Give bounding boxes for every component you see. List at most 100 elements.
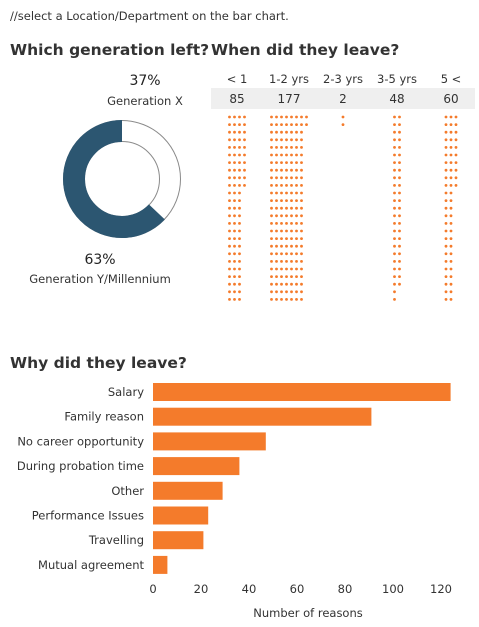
tenure-dot [398, 214, 401, 218]
tenure-dot [449, 244, 453, 248]
tenure-dot [449, 290, 453, 294]
tenure-dot [233, 153, 236, 157]
tenure-count-1-2: 177 [277, 92, 301, 106]
x-tick-label: 120 [430, 582, 452, 596]
tenure-dot [300, 146, 303, 149]
tenure-dot-plot[interactable] [211, 112, 475, 312]
tenure-dot [233, 161, 236, 164]
reasons-bar-chart[interactable]: Salary Family reason No career opportunity… [0, 378, 479, 627]
donut-slice-gen-y[interactable] [63, 120, 181, 238]
tenure-dot [243, 161, 246, 164]
tenure-dot [233, 290, 236, 294]
tenure-dot [449, 146, 453, 149]
tenure-dot [444, 184, 448, 187]
tenure-dot [275, 184, 278, 187]
tenure-dot [300, 267, 303, 271]
tenure-dot [393, 191, 396, 195]
tenure-dot [285, 146, 288, 149]
tenure-dot [270, 267, 273, 271]
tenure-dot [285, 275, 288, 278]
reason-bar[interactable] [153, 432, 266, 451]
tenure-dot [444, 138, 448, 142]
tenure-dot [449, 214, 453, 218]
tenure-dot [295, 138, 298, 142]
reason-bar[interactable] [153, 407, 372, 426]
generation-title: Which generation left? [10, 41, 210, 59]
tenure-dot [228, 267, 231, 271]
tenure-dot [285, 138, 288, 142]
tenure-dot [290, 252, 293, 256]
tenure-dot [398, 153, 401, 157]
category-label: During probation time [17, 459, 144, 473]
tenure-dot [300, 161, 303, 164]
tenure-dot [238, 244, 241, 248]
tenure-dot [280, 191, 283, 195]
tenure-dot [393, 130, 396, 134]
tenure-dot [228, 298, 231, 301]
tenure-dot [444, 244, 448, 248]
tenure-dot [398, 282, 401, 286]
tenure-dot [233, 176, 236, 180]
tenure-dot [238, 260, 241, 263]
tenure-dot [295, 161, 298, 164]
tenure-dot [454, 168, 458, 172]
tenure-dot [300, 130, 303, 134]
tenure-dot [270, 206, 273, 210]
tenure-dot [285, 184, 288, 187]
tenure-dot [290, 260, 293, 263]
tenure-dot [300, 176, 303, 180]
tenure-dot [393, 222, 396, 225]
tenure-dot [238, 191, 241, 195]
tenure-dot [444, 275, 448, 278]
tenure-dot [305, 123, 308, 126]
tenure-dot [449, 252, 453, 256]
tenure-dot [290, 222, 293, 225]
tenure-dot [280, 214, 283, 218]
tenure-dot [275, 191, 278, 195]
reason-bar[interactable] [153, 531, 204, 550]
tenure-dot [228, 123, 231, 126]
category-label: Other [111, 484, 144, 498]
tenure-dot [449, 191, 453, 195]
reason-bar[interactable] [153, 555, 168, 574]
tenure-dot [300, 290, 303, 294]
tenure-dot [243, 115, 246, 119]
tenure-dot [233, 191, 236, 195]
gen-y-label: Generation Y/Millennium [29, 272, 171, 286]
tenure-dot [243, 146, 246, 149]
reason-bar[interactable] [153, 457, 240, 476]
reason-bar[interactable] [153, 506, 209, 525]
tenure-dot [238, 252, 241, 256]
reason-bar[interactable] [153, 481, 223, 500]
tenure-dot [449, 161, 453, 164]
tenure-dot [285, 161, 288, 164]
generation-donut[interactable] [55, 112, 189, 246]
x-tick-label: 100 [382, 582, 404, 596]
tenure-dot [275, 275, 278, 278]
tenure-count-5plus: 60 [443, 92, 459, 106]
tenure-dot [295, 214, 298, 218]
x-tick-label: 60 [290, 582, 305, 596]
tenure-dot [393, 146, 396, 149]
tenure-dot [280, 115, 283, 119]
tenure-dot [393, 123, 396, 126]
tenure-dot [275, 298, 278, 301]
tenure-dot [300, 282, 303, 286]
tenure-dot [285, 252, 288, 256]
tenure-dot [280, 206, 283, 210]
tenure-dot [280, 275, 283, 278]
tenure-dot [243, 176, 246, 180]
tenure-dot [449, 260, 453, 263]
tenure-dot [300, 191, 303, 195]
tenure-dot [280, 146, 283, 149]
tenure-dot [398, 206, 401, 210]
tenure-dot [300, 115, 303, 119]
reason-bar[interactable] [153, 383, 451, 401]
tenure-dot [295, 206, 298, 210]
tenure-dot [449, 267, 453, 271]
tenure-dot [233, 168, 236, 172]
tenure-head-2-3: 2-3 yrs [323, 72, 363, 86]
tenure-dot [290, 130, 293, 134]
tenure-dot [398, 161, 401, 164]
tenure-dot [228, 138, 231, 142]
